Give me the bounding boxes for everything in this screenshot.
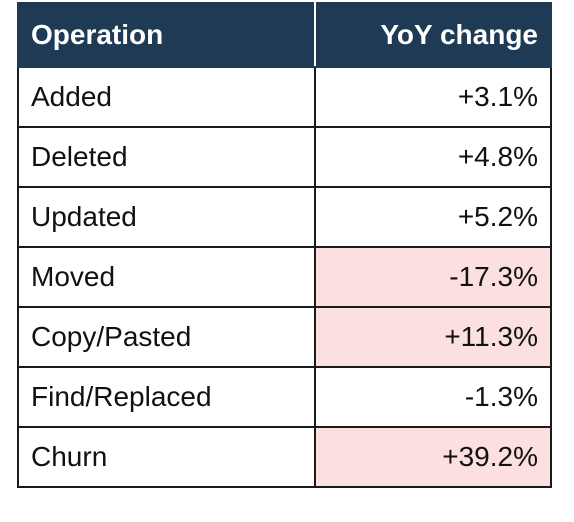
table-row: Moved -17.3% <box>17 246 552 308</box>
operation-cell: Churn <box>17 426 316 488</box>
table-row: Added +3.1% <box>17 66 552 128</box>
table-row: Copy/Pasted +11.3% <box>17 306 552 368</box>
table-row: Deleted +4.8% <box>17 126 552 188</box>
yoy-cell: +4.8% <box>314 126 552 188</box>
yoy-cell: +3.1% <box>314 66 552 128</box>
yoy-change-table: Operation YoY change Added +3.1% Deleted… <box>17 2 552 488</box>
operation-cell: Deleted <box>17 126 316 188</box>
operation-cell: Updated <box>17 186 316 248</box>
table-body: Added +3.1% Deleted +4.8% Updated +5.2% … <box>17 66 552 488</box>
header-operation: Operation <box>17 2 316 68</box>
yoy-cell: +11.3% <box>314 306 552 368</box>
table-header: Operation YoY change <box>17 2 552 68</box>
yoy-cell: +5.2% <box>314 186 552 248</box>
header-row: Operation YoY change <box>17 2 552 68</box>
yoy-cell: -17.3% <box>314 246 552 308</box>
operation-cell: Find/Replaced <box>17 366 316 428</box>
header-yoy-change: YoY change <box>314 2 552 68</box>
table-row: Churn +39.2% <box>17 426 552 488</box>
operation-cell: Added <box>17 66 316 128</box>
yoy-cell: -1.3% <box>314 366 552 428</box>
table-row: Updated +5.2% <box>17 186 552 248</box>
operation-cell: Moved <box>17 246 316 308</box>
table-row: Find/Replaced -1.3% <box>17 366 552 428</box>
yoy-cell: +39.2% <box>314 426 552 488</box>
operation-cell: Copy/Pasted <box>17 306 316 368</box>
